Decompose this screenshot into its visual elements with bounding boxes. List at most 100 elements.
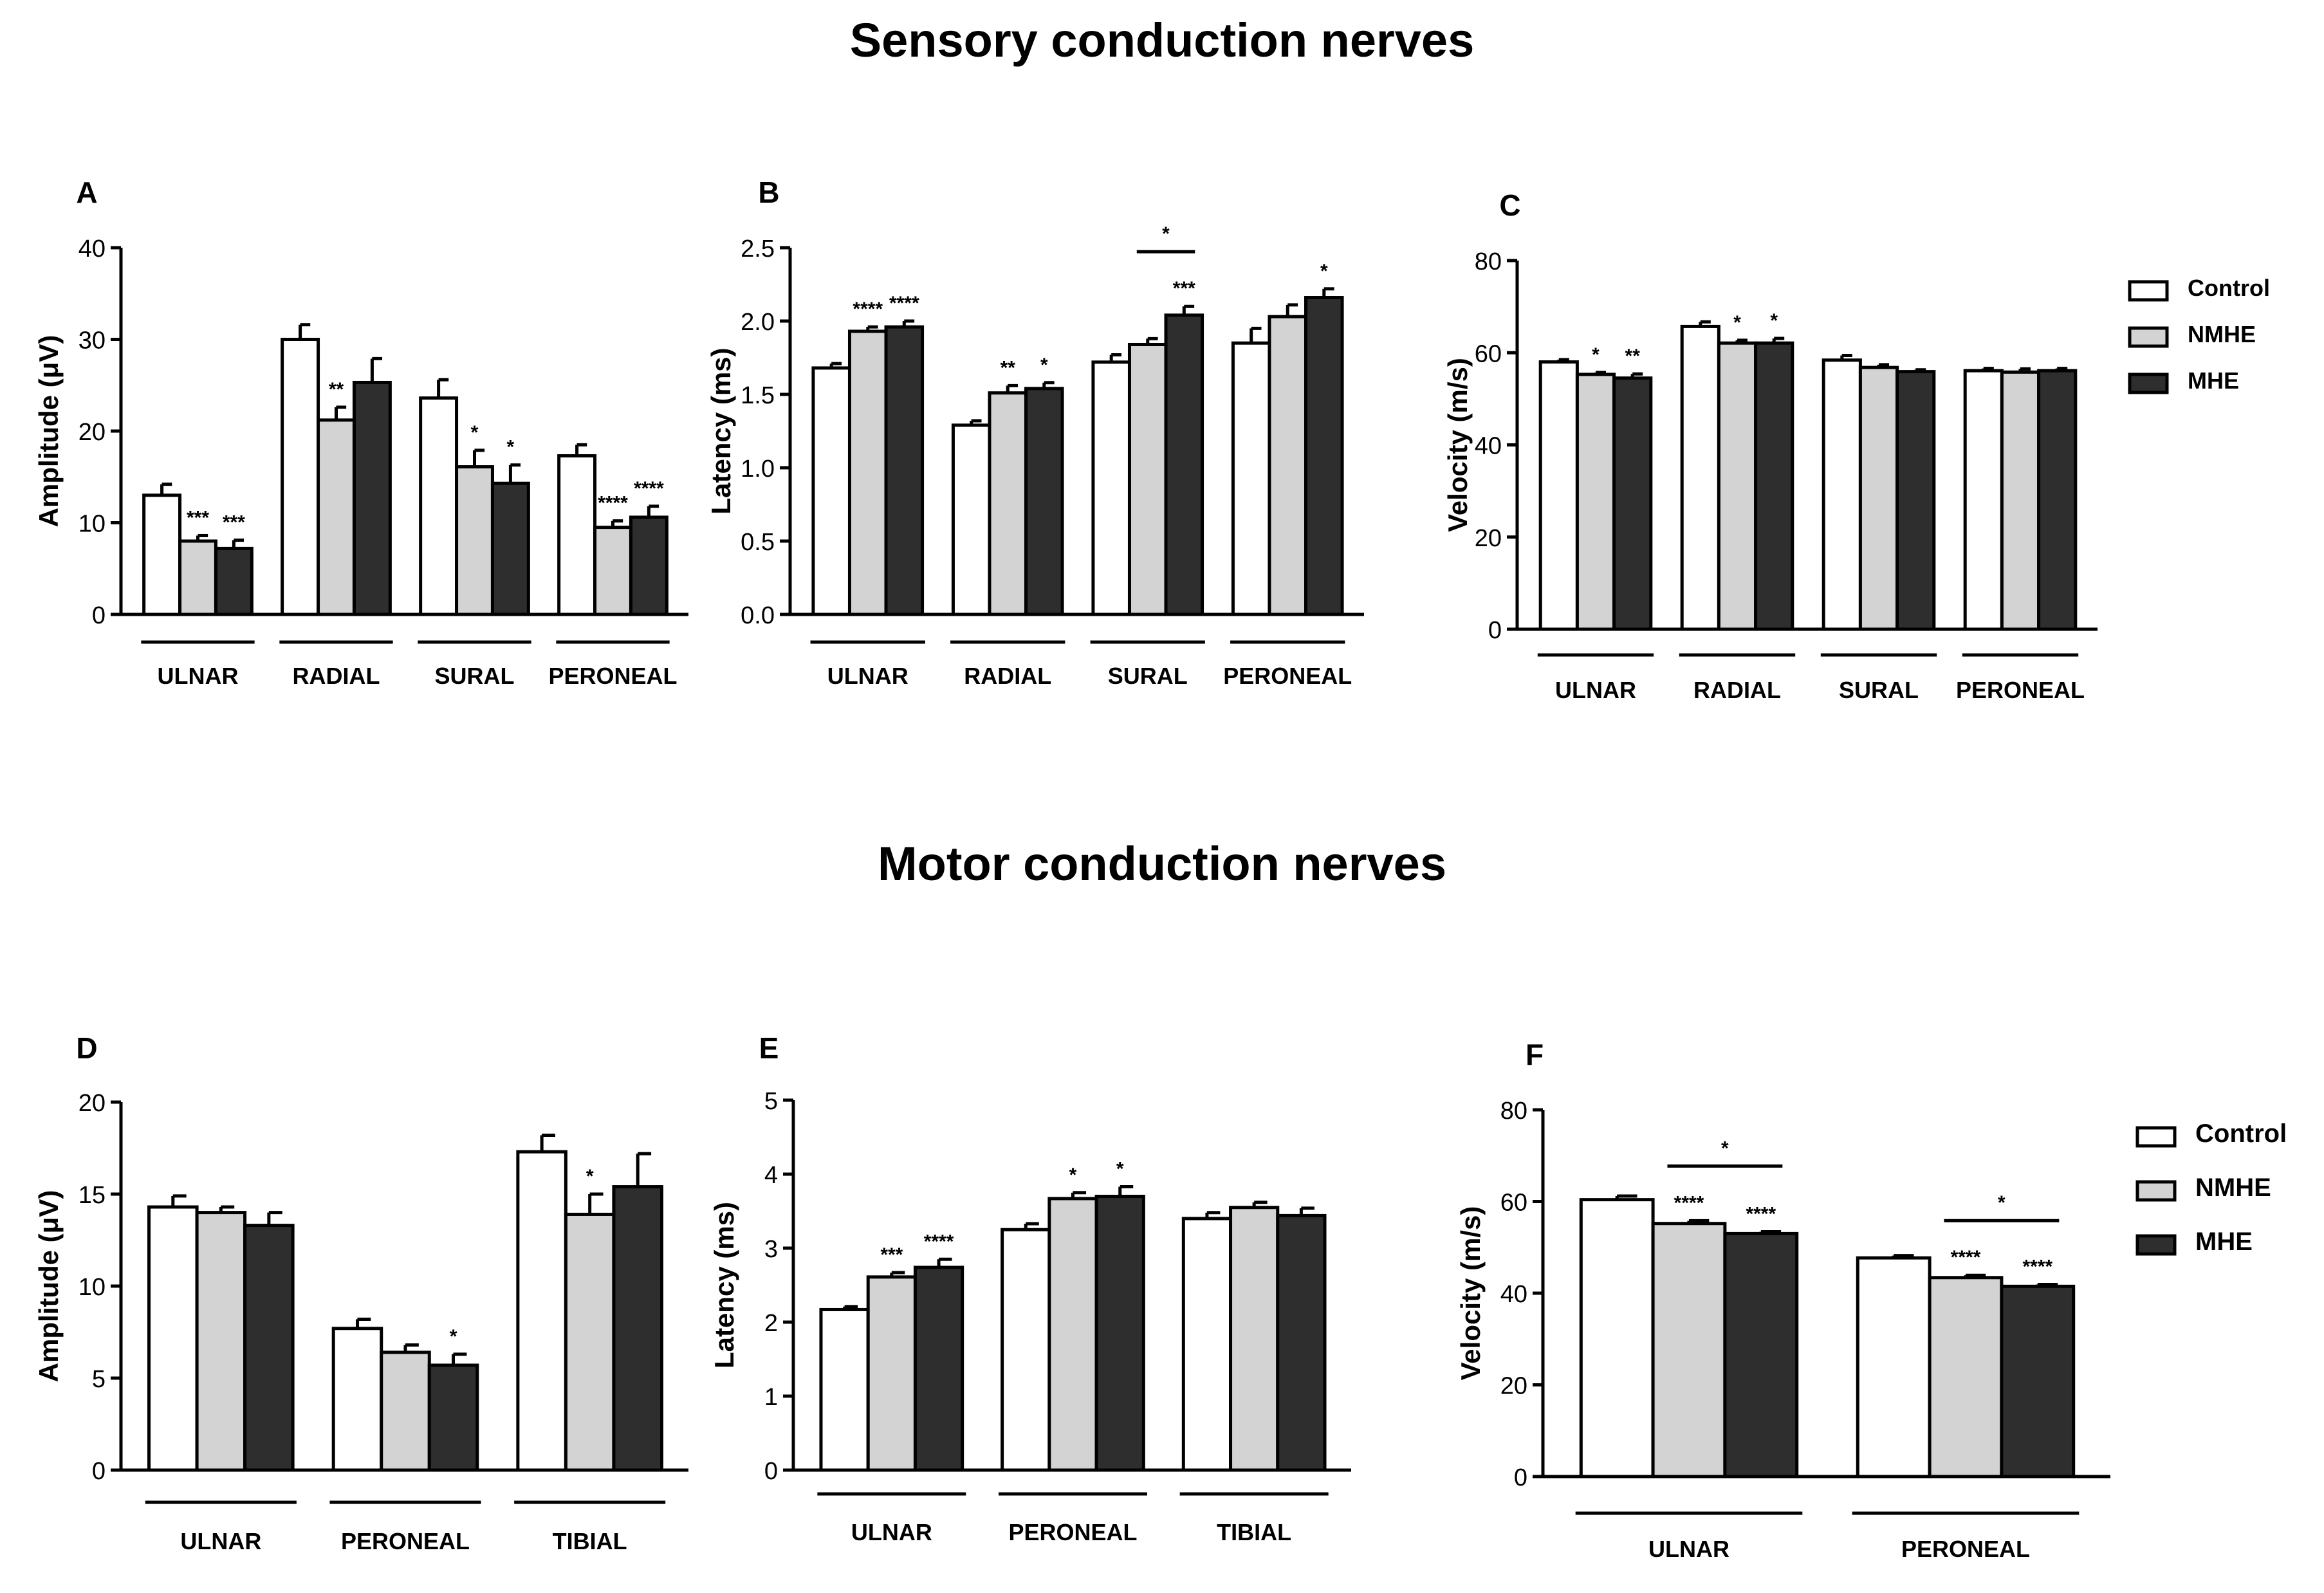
bar-mhe: [352, 380, 392, 616]
bar-nmhe: [847, 329, 888, 616]
bar-control: [142, 493, 182, 616]
significance-mark: *: [586, 1166, 594, 1187]
category-label-peroneal: PERONEAL: [1223, 663, 1352, 689]
legend-sensory-swatch-nmhe: [2128, 326, 2169, 348]
y-tick-label: 20: [1475, 525, 1502, 552]
y-axis-label: Latency (ms): [709, 1202, 739, 1368]
bar-mhe: [884, 325, 925, 616]
bar-nmhe: [1229, 1206, 1280, 1472]
category-label-tibial: TIBIAL: [1217, 1519, 1291, 1545]
y-tick-label: 60: [1475, 340, 1502, 367]
legend-motor-swatch-nmhe: [2135, 1180, 2177, 1202]
legend-motor-label-control: Control: [2195, 1119, 2287, 1148]
bar-control: [516, 1150, 567, 1472]
category-label-tibial: TIBIAL: [553, 1528, 627, 1554]
y-axis-label: Velocity (m/s): [1443, 358, 1473, 532]
bracket-significance-mark: *: [1998, 1192, 2006, 1213]
bar-nmhe: [1268, 315, 1308, 616]
bar-control: [951, 423, 991, 616]
bracket-significance-mark: *: [1721, 1137, 1729, 1159]
significance-mark: *: [1116, 1159, 1124, 1180]
panel-letter-D: D: [76, 1031, 97, 1065]
bar-mhe: [1024, 387, 1064, 616]
category-label-peroneal: PERONEAL: [548, 663, 677, 689]
y-tick-label: 40: [1500, 1281, 1527, 1308]
significance-mark: *: [450, 1326, 457, 1347]
bar-mhe: [243, 1224, 295, 1472]
bar-nmhe: [1047, 1197, 1098, 1472]
significance-mark: ***: [223, 512, 245, 533]
bar-nmhe: [380, 1350, 431, 1472]
bar-mhe: [1304, 296, 1344, 616]
bar-nmhe: [593, 526, 632, 616]
bracket-significance-mark: *: [1162, 223, 1170, 244]
section-title-sensory: Sensory conduction nerves: [849, 14, 1475, 67]
y-tick-label: 0: [92, 602, 106, 629]
bar-nmhe: [178, 539, 217, 616]
y-tick-label: 20: [1500, 1373, 1527, 1400]
bar-nmhe: [564, 1212, 616, 1472]
significance-mark: ***: [187, 507, 209, 528]
bar-mhe: [629, 515, 669, 616]
bar-control: [147, 1205, 199, 1472]
bar-control: [1963, 369, 2004, 631]
y-tick-label: 2.5: [741, 235, 775, 262]
bar-nmhe: [1127, 342, 1168, 616]
significance-mark: *: [1320, 261, 1328, 282]
bar-control: [1091, 360, 1131, 616]
y-tick-label: 10: [78, 1274, 106, 1301]
bar-mhe: [427, 1363, 479, 1472]
y-tick-label: 2.0: [741, 309, 775, 336]
significance-mark: ****: [889, 293, 919, 314]
significance-mark: **: [1625, 345, 1641, 367]
y-tick-label: 1: [764, 1384, 778, 1411]
bar-control: [811, 366, 851, 616]
bar-nmhe: [1858, 365, 1899, 631]
legend-sensory-swatch-mhe: [2128, 373, 2169, 394]
y-axis-label: Latency (ms): [706, 347, 736, 514]
y-tick-label: 2: [764, 1310, 778, 1337]
bar-nmhe: [1575, 373, 1616, 631]
category-label-peroneal: PERONEAL: [1901, 1536, 2030, 1562]
bar-nmhe: [1928, 1276, 2004, 1478]
y-tick-label: 20: [78, 419, 106, 446]
y-tick-label: 15: [78, 1182, 106, 1209]
y-tick-label: 80: [1500, 1098, 1527, 1125]
significance-mark: ****: [1951, 1247, 1981, 1268]
bar-mhe: [214, 546, 254, 616]
bar-nmhe: [195, 1211, 247, 1472]
category-label-sural: SURAL: [1108, 663, 1188, 689]
significance-mark: *: [471, 422, 479, 443]
bar-nmhe: [455, 465, 494, 616]
bar-nmhe: [988, 391, 1028, 616]
y-tick-label: 5: [764, 1088, 778, 1115]
panel-letter-C: C: [1499, 189, 1520, 222]
panel-letter-E: E: [759, 1031, 779, 1065]
panel-letter-B: B: [758, 176, 779, 209]
legend-motor-label-nmhe: NMHE: [2195, 1174, 2271, 1202]
y-tick-label: 0.5: [741, 529, 775, 556]
y-tick-label: 0: [1514, 1464, 1527, 1491]
significance-mark: *: [1592, 344, 1600, 365]
significance-mark: **: [1001, 357, 1016, 378]
significance-mark: ****: [2022, 1256, 2052, 1277]
bar-control: [1181, 1217, 1233, 1472]
category-label-sural: SURAL: [435, 663, 515, 689]
y-axis-label: Velocity (m/s): [1455, 1206, 1486, 1381]
category-label-radial: RADIAL: [293, 663, 380, 689]
significance-mark: *: [1770, 310, 1778, 331]
category-label-ulnar: ULNAR: [851, 1519, 932, 1545]
significance-mark: ****: [853, 299, 883, 320]
bar-mhe: [1612, 376, 1653, 631]
bar-mhe: [913, 1266, 964, 1472]
significance-mark: ****: [1674, 1192, 1704, 1213]
category-label-sural: SURAL: [1839, 677, 1919, 703]
y-tick-label: 0: [764, 1458, 778, 1485]
bar-mhe: [1094, 1195, 1145, 1472]
bar-control: [557, 454, 597, 616]
category-label-ulnar: ULNAR: [180, 1528, 261, 1554]
bar-control: [331, 1327, 383, 1472]
bar-mhe: [1276, 1213, 1327, 1472]
bar-mhe: [1164, 313, 1204, 616]
